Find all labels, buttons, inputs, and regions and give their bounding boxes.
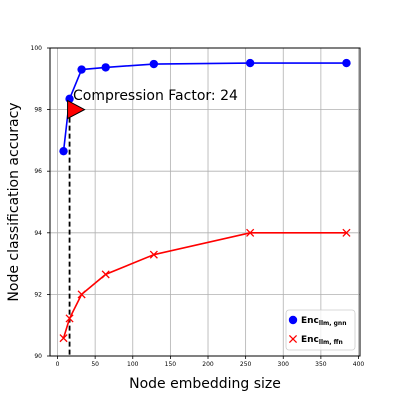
y-tick-label: 100 — [31, 45, 43, 52]
x-tick-label: 50 — [91, 361, 99, 368]
x-tick-label: 300 — [278, 361, 290, 368]
legend-marker-1 — [288, 315, 298, 325]
annotation-text: Compression Factor: 24 — [73, 88, 238, 104]
x-tick-label: 350 — [315, 361, 327, 368]
series-2-point — [77, 290, 86, 299]
legend-label-subscript: llm, ffn — [319, 339, 343, 346]
series-1-point — [59, 146, 68, 156]
legend-label-subscript: llm, gnn — [319, 320, 347, 327]
y-tick-label: 92 — [34, 291, 42, 298]
series-2-point — [59, 334, 68, 343]
series-1-point — [245, 58, 255, 68]
x-tick-label: 100 — [127, 361, 139, 368]
y-tick-label: 98 — [34, 107, 42, 114]
plot-frame — [49, 47, 361, 357]
x-tick-label: 250 — [240, 361, 252, 368]
series-2-point — [342, 228, 351, 237]
y-tick-label: 94 — [34, 230, 42, 237]
x-ticks: 0 50 100 150 200 250 300 350 400 — [56, 356, 365, 368]
y-axis-label: Node classification accuracy — [6, 102, 22, 301]
y-tick-label: 96 — [34, 168, 42, 175]
x-tick-label: 0 — [56, 361, 60, 368]
y-tick-label: 90 — [34, 353, 42, 360]
series-1-point — [342, 58, 351, 68]
legend-box — [285, 309, 356, 351]
legend-label-1: Encllm, gnn — [301, 316, 346, 327]
series-2-point — [101, 270, 110, 279]
series-group — [59, 58, 351, 343]
annotation-marker — [67, 99, 86, 120]
series-2-point — [246, 228, 255, 237]
series-2-point — [65, 314, 74, 323]
series-1-point — [149, 59, 159, 69]
series-1-point — [101, 63, 110, 72]
legend-label-2: Encllm, ffn — [301, 335, 343, 346]
x-tick-label: 150 — [165, 361, 177, 368]
series-1-point — [77, 65, 86, 74]
y-ticks: 90 92 94 96 98 100 — [31, 45, 50, 360]
series-line-1 — [62, 62, 347, 152]
grid — [50, 47, 360, 357]
x-tick-label: 400 — [353, 361, 365, 368]
legend-marker-2 — [288, 334, 298, 344]
x-tick-label: 200 — [202, 361, 214, 368]
x-axis-label: Node embedding size — [129, 376, 281, 392]
legend-label-main: Enc — [301, 316, 319, 326]
annotation-marker-group — [67, 99, 86, 120]
legend-label-main: Enc — [301, 335, 319, 345]
series-2-point — [149, 250, 158, 259]
